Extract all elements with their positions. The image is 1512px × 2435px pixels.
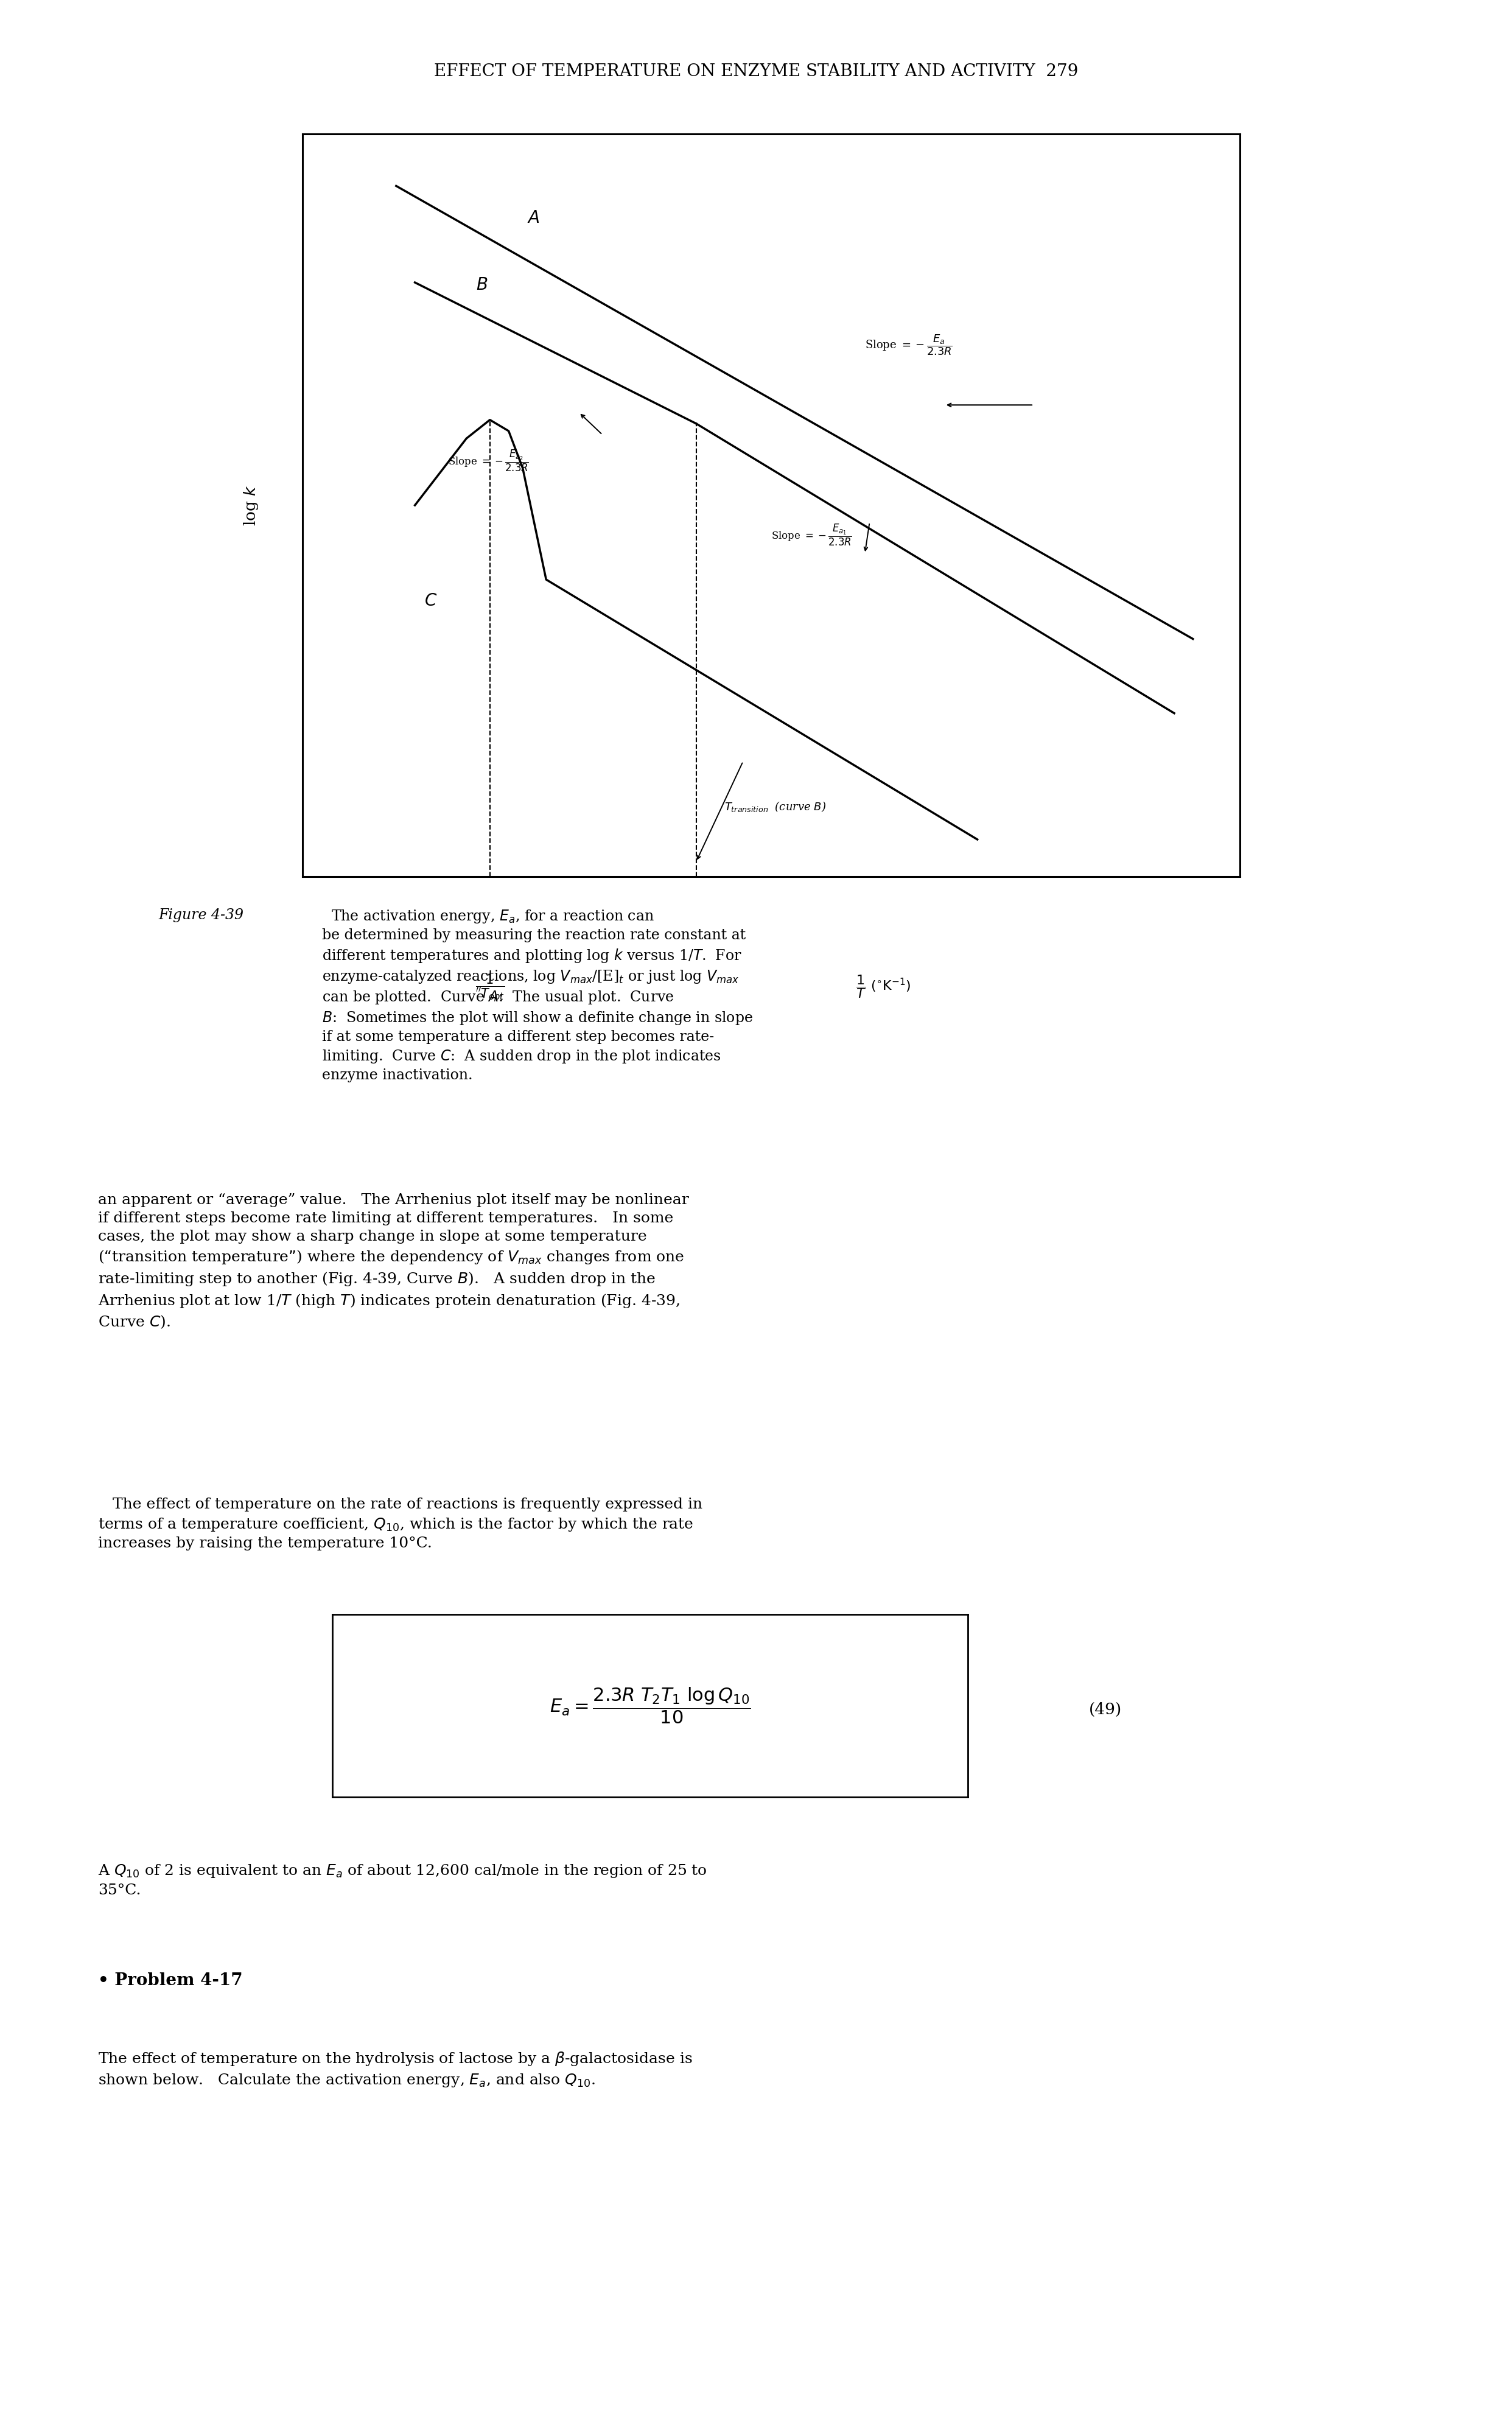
Text: $T_{transition}$  (curve $B$): $T_{transition}$ (curve $B$) bbox=[724, 801, 826, 813]
Text: The activation energy, $E_a$, for a reaction can
be determined by measuring the : The activation energy, $E_a$, for a reac… bbox=[322, 908, 753, 1084]
Text: The effect of temperature on the rate of reactions is frequently expressed in
te: The effect of temperature on the rate of… bbox=[98, 1498, 703, 1551]
Text: log $k$: log $k$ bbox=[242, 485, 260, 526]
Text: Slope $= -\dfrac{E_{a_2}}{2.3R}$: Slope $= -\dfrac{E_{a_2}}{2.3R}$ bbox=[448, 448, 529, 472]
Text: The effect of temperature on the hydrolysis of lactose by a $\beta$-galactosidas: The effect of temperature on the hydroly… bbox=[98, 2050, 692, 2089]
Text: $E_a = \dfrac{2.3R\ T_2 T_1\ \log Q_{10}}{10}$: $E_a = \dfrac{2.3R\ T_2 T_1\ \log Q_{10}… bbox=[549, 1685, 751, 1726]
Text: (49): (49) bbox=[1089, 1702, 1122, 1717]
Text: $C$: $C$ bbox=[425, 592, 437, 609]
Text: an apparent or “average” value.   The Arrhenius plot itself may be nonlinear
if : an apparent or “average” value. The Arrh… bbox=[98, 1193, 689, 1330]
Text: Slope $= -\dfrac{E_a}{2.3R}$: Slope $= -\dfrac{E_a}{2.3R}$ bbox=[865, 334, 953, 356]
Text: $\dfrac{1}{{}^{\prime\prime}T_{opt}}$: $\dfrac{1}{{}^{\prime\prime}T_{opt}}$ bbox=[475, 974, 505, 1003]
Text: • Problem 4-17: • Problem 4-17 bbox=[98, 1972, 243, 1989]
Text: EFFECT OF TEMPERATURE ON ENZYME STABILITY AND ACTIVITY  279: EFFECT OF TEMPERATURE ON ENZYME STABILIT… bbox=[434, 63, 1078, 80]
Text: A $Q_{10}$ of 2 is equivalent to an $E_a$ of about 12,600 cal/mole in the region: A $Q_{10}$ of 2 is equivalent to an $E_a… bbox=[98, 1863, 708, 1897]
Text: $A$: $A$ bbox=[528, 209, 540, 226]
Text: $B$: $B$ bbox=[476, 278, 487, 295]
Text: $\dfrac{1}{T}\ ({}^{\circ}\mathrm{K}^{-1})$: $\dfrac{1}{T}\ ({}^{\circ}\mathrm{K}^{-1… bbox=[856, 974, 912, 998]
Text: Slope $= -\dfrac{E_{a_1}}{2.3R}$: Slope $= -\dfrac{E_{a_1}}{2.3R}$ bbox=[771, 524, 851, 548]
Text: Figure 4-39: Figure 4-39 bbox=[159, 908, 243, 923]
